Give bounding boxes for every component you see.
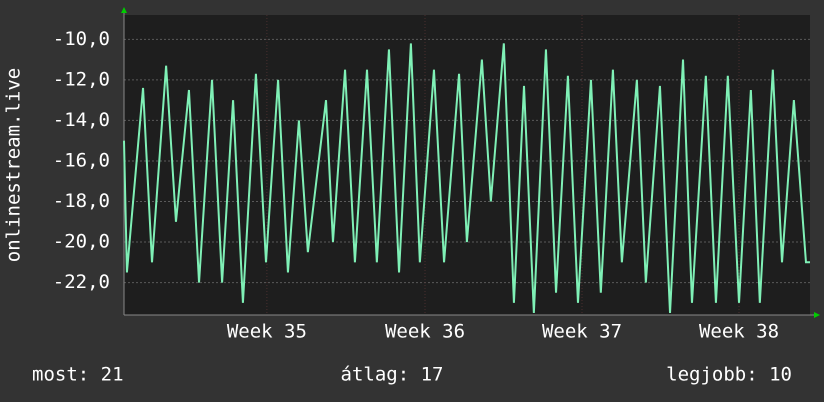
plot-area	[124, 15, 810, 315]
y-tick-label: -12,0	[53, 68, 110, 90]
y-tick-label: -10,0	[53, 28, 110, 50]
stat-best: legjobb: 10	[666, 364, 792, 386]
data-line	[123, 43, 810, 314]
x-tick-label: Week 38	[699, 321, 779, 343]
y-tick-label: -16,0	[53, 149, 110, 171]
y-tick-label: -22,0	[53, 271, 110, 293]
y-axis-title: onlinestream.live	[3, 68, 25, 262]
stat-current: most: 21	[32, 364, 124, 386]
x-tick-label: Week 35	[227, 321, 307, 343]
axis-arrow	[814, 312, 820, 318]
y-tick-label: -14,0	[53, 109, 110, 131]
y-tick-label: -20,0	[53, 231, 110, 253]
grid	[124, 15, 810, 315]
stat-average: átlag: 17	[341, 364, 444, 386]
x-tick-label: Week 37	[542, 321, 622, 343]
x-tick-label: Week 36	[385, 321, 465, 343]
axis-arrow	[121, 7, 127, 13]
y-tick-label: -18,0	[53, 190, 110, 212]
